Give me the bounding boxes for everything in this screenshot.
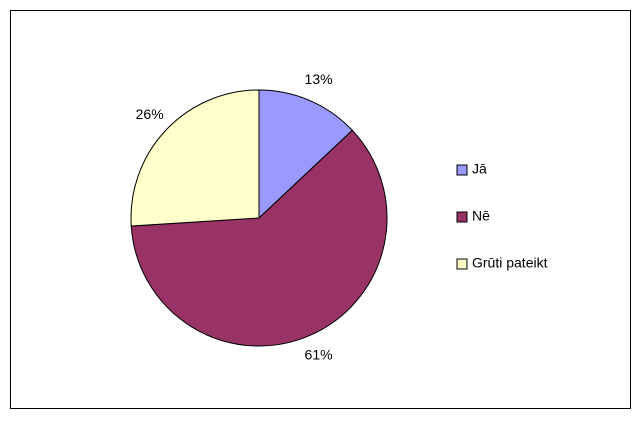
pie-slice [130,129,388,347]
pie-slice [130,89,260,227]
legend-swatch [456,258,468,270]
data-label: 13% [305,71,333,87]
data-label: 61% [305,346,333,362]
legend-label: Nē [472,208,490,224]
pie-slice [258,89,354,220]
legend-label: Grūti pateikt [472,255,548,271]
legend-swatch [456,164,468,176]
legend-swatch [456,211,468,223]
legend-label: Jā [472,161,487,177]
data-label: 26% [136,106,164,122]
